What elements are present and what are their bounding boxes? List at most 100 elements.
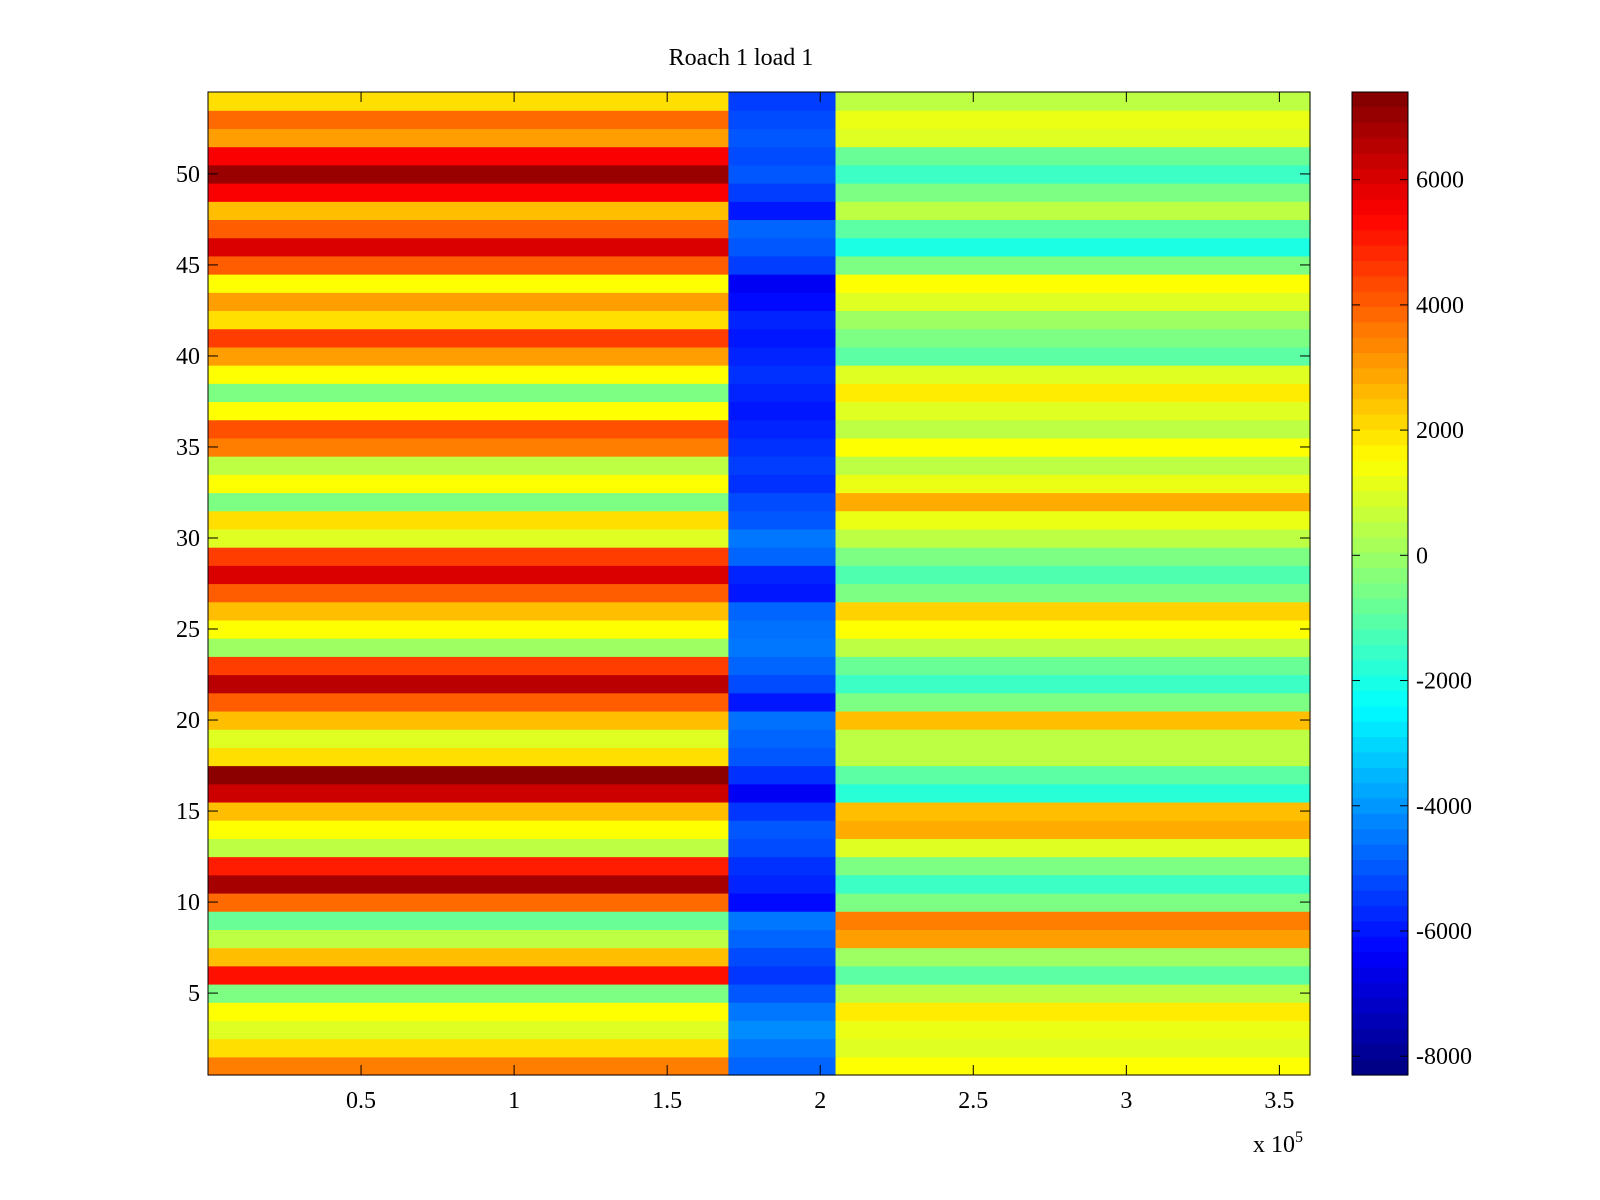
- heatmap-cell: [728, 456, 837, 475]
- colorbar-step: [1352, 890, 1408, 907]
- colorbar-step: [1352, 998, 1408, 1015]
- colorbar-step: [1352, 337, 1408, 354]
- colorbar-step: [1352, 752, 1408, 769]
- heatmap-cell: [208, 619, 729, 639]
- colorbar-step: [1352, 552, 1408, 569]
- heatmap-cell: [208, 692, 729, 712]
- colorbar-step: [1352, 982, 1408, 999]
- heatmap-cell: [208, 983, 729, 1003]
- heatmap-cell: [208, 547, 729, 566]
- colorbar-step: [1352, 691, 1408, 707]
- colorbar-axis: 6000 4000 2000 0 -2000 -4000 -6000 -8000: [1352, 168, 1472, 1070]
- colorbar-step: [1352, 844, 1408, 861]
- colorbar-step: [1352, 906, 1408, 923]
- colorbar-step: [1352, 506, 1408, 523]
- heatmap-cell: [835, 729, 1311, 748]
- heatmap-cell: [728, 383, 837, 403]
- x-tick-label: 1: [508, 1088, 520, 1114]
- y-tick-label: 25: [176, 617, 200, 643]
- heatmap-cell: [208, 1038, 729, 1058]
- heatmap-cell: [728, 365, 837, 384]
- heatmap-cell: [728, 820, 837, 839]
- heatmap-cell: [208, 601, 729, 621]
- heatmap-cell: [835, 765, 1311, 785]
- heatmap-cell: [835, 801, 1311, 821]
- heatmap-cell: [835, 656, 1311, 676]
- heatmap-cell: [208, 492, 729, 512]
- heatmap-cell: [728, 692, 837, 712]
- heatmap-cell: [835, 219, 1311, 239]
- x-tick-label: 2: [814, 1088, 826, 1114]
- heatmap-cell: [208, 310, 729, 330]
- heatmap-cell: [835, 692, 1311, 712]
- x-axis: 0.5 1 1.5 2 2.5 3 3.5: [346, 92, 1294, 1114]
- colorbar-step: [1352, 537, 1408, 554]
- heatmap-cell: [208, 747, 729, 767]
- colorbar-step: [1352, 460, 1408, 477]
- colorbar-step: [1352, 660, 1408, 677]
- heatmap-cell: [835, 820, 1311, 839]
- heatmap-cell: [208, 365, 729, 384]
- colorbar-step: [1352, 629, 1408, 646]
- heatmap-cell: [835, 92, 1311, 111]
- heatmap-cell: [835, 838, 1311, 858]
- colorbar-step: [1352, 813, 1408, 830]
- colorbar-step: [1352, 307, 1408, 323]
- heatmap-cell: [728, 729, 837, 748]
- heatmap-cell: [835, 401, 1311, 421]
- heatmap-cell: [208, 874, 729, 894]
- heatmap-cell: [208, 638, 729, 657]
- heatmap-cell: [835, 983, 1311, 1003]
- heatmap-cell: [835, 528, 1311, 548]
- colorbar-frame: [1351, 91, 1409, 1076]
- heatmap-cell: [208, 510, 729, 530]
- heatmap-cell: [835, 619, 1311, 639]
- heatmap-cell: [835, 456, 1311, 475]
- heatmap-cell: [208, 1020, 729, 1040]
- heatmap-cell: [208, 528, 729, 548]
- colorbar-tick-label: -6000: [1416, 919, 1472, 945]
- heatmap-cell: [728, 528, 837, 548]
- heatmap-cell: [835, 146, 1311, 166]
- heatmap-cell: [208, 92, 729, 111]
- heatmap-cell: [835, 183, 1311, 202]
- heatmap-cell: [208, 383, 729, 403]
- chart-title: Roach 1 load 1: [669, 45, 814, 71]
- colorbar-step: [1352, 260, 1408, 277]
- heatmap-cell: [835, 419, 1311, 439]
- heatmap-cell: [208, 947, 729, 967]
- heatmap-cell: [208, 146, 729, 166]
- heatmap-cell: [835, 510, 1311, 530]
- colorbar-step: [1352, 230, 1408, 247]
- heatmap-cell: [728, 255, 837, 275]
- colorbar-tick-label: -4000: [1416, 794, 1472, 820]
- colorbar-step: [1352, 399, 1408, 416]
- colorbar-step: [1352, 767, 1408, 784]
- heatmap-cells: [208, 92, 1311, 1076]
- x-exponent-power: 5: [1295, 1129, 1303, 1146]
- colorbar-step: [1352, 952, 1408, 969]
- heatmap-cell: [835, 164, 1311, 184]
- heatmap-cell: [208, 1056, 729, 1076]
- y-tick-label: 10: [176, 890, 200, 916]
- x-tick-label: 1.5: [652, 1088, 682, 1114]
- colorbar-step: [1352, 475, 1408, 492]
- colorbar-step: [1352, 429, 1408, 446]
- heatmap-cell: [728, 219, 837, 239]
- heatmap-cell: [728, 510, 837, 530]
- heatmap-cell: [728, 874, 837, 894]
- colorbar-step: [1352, 798, 1408, 815]
- heatmap-cell: [728, 911, 837, 930]
- heatmap-cell: [835, 383, 1311, 403]
- heatmap-cell: [208, 237, 729, 257]
- heatmap-cell: [208, 201, 729, 221]
- heatmap-cell: [208, 911, 729, 930]
- heatmap-cell: [835, 292, 1311, 312]
- heatmap-cell: [208, 183, 729, 202]
- heatmap-cell: [835, 1038, 1311, 1058]
- heatmap-cell: [728, 92, 837, 111]
- colorbar-step: [1352, 829, 1408, 846]
- heatmap-cell: [728, 1038, 837, 1058]
- heatmap-cell: [835, 911, 1311, 930]
- heatmap-cell: [728, 983, 837, 1003]
